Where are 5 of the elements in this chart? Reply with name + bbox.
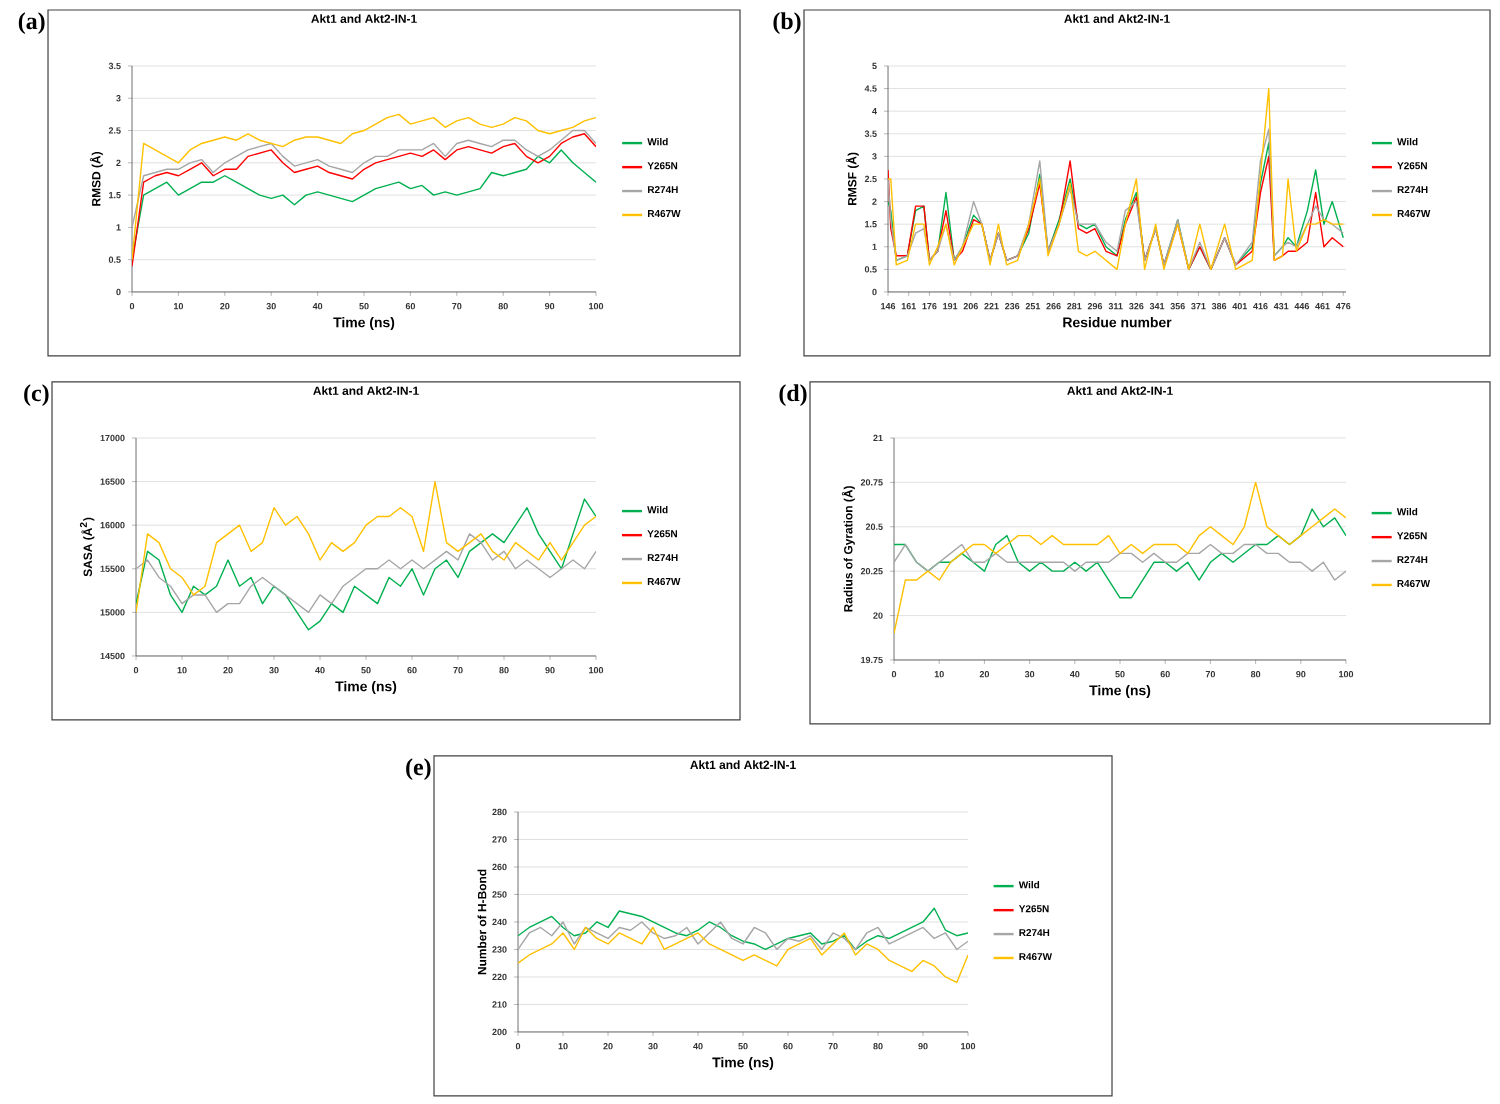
text: (c) <box>24 384 49 407</box>
text: (b) <box>773 12 801 35</box>
text: (e) <box>406 758 431 781</box>
text: (a) <box>18 12 45 35</box>
text: (d) <box>779 384 807 407</box>
